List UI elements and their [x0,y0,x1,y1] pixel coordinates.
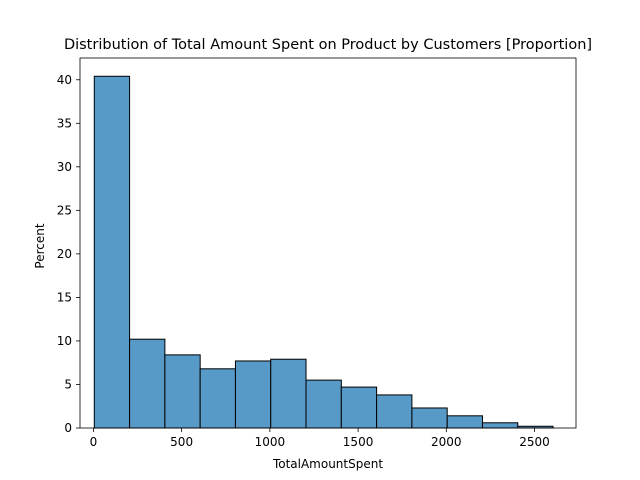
histogram-bar-10 [446,415,483,429]
x-tick-label: 1000 [255,435,286,449]
histogram-bar-4 [234,360,272,429]
histogram-bar-9 [411,407,448,429]
x-axis-ticks: 0 500 1000 1500 2000 2500 [90,428,550,449]
x-axis-label: TotalAmountSpent [272,457,383,471]
histogram-bar-1 [129,338,166,429]
histogram-bar-3 [199,368,236,429]
x-tick-label: 2000 [431,435,462,449]
histogram-bar-7 [340,386,378,429]
y-axis-label: Percent [33,223,47,268]
x-tick-label: 2500 [519,435,550,449]
x-tick-label: 0 [90,435,98,449]
histogram-bar-8 [376,394,413,429]
y-tick-label: 20 [57,247,72,261]
y-tick-label: 10 [57,334,72,348]
histogram-bar-5 [270,358,307,429]
y-tick-label: 5 [64,377,72,391]
x-tick-label: 500 [170,435,193,449]
plot-frame [79,57,577,429]
y-axis-ticks: 0 5 10 15 20 25 30 35 40 [57,73,80,435]
bars-group [93,75,554,429]
y-tick-label: 40 [57,73,72,87]
histogram-bar-2 [164,354,201,429]
histogram-bar-0 [93,75,131,429]
histogram-bar-11 [481,422,519,429]
x-tick-label: 1500 [343,435,374,449]
y-tick-label: 30 [57,160,72,174]
y-tick-label: 25 [57,203,72,217]
y-tick-label: 15 [57,290,72,304]
y-tick-label: 0 [64,421,72,435]
y-tick-label: 35 [57,116,72,130]
histogram-bar-6 [305,379,342,429]
chart-title: Distribution of Total Amount Spent on Pr… [64,37,592,53]
